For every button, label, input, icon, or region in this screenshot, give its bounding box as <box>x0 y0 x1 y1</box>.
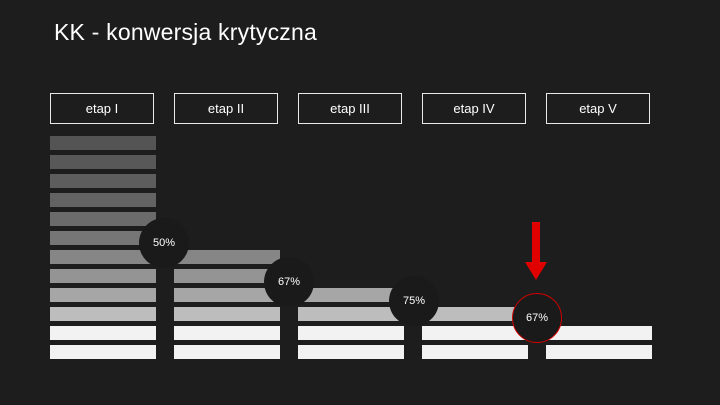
funnel-bar-stage-1-level-7 <box>50 231 156 245</box>
funnel-bar-stage-2-level-2 <box>174 326 280 340</box>
stage-box-3: etap III <box>298 93 402 124</box>
funnel-bar-stage-1-level-5 <box>50 269 156 283</box>
funnel-bar-stage-1-level-1 <box>50 345 156 359</box>
funnel-bar-stage-3-level-2 <box>298 326 404 340</box>
stage-box-2: etap II <box>174 93 278 124</box>
funnel-bar-stage-1-level-8 <box>50 212 156 226</box>
funnel-bar-stage-1-level-12 <box>50 136 156 150</box>
funnel-bar-stage-1-level-4 <box>50 288 156 302</box>
funnel-bar-stage-4-level-3 <box>422 307 528 321</box>
slide-title: KK - konwersja krytyczna <box>54 19 317 45</box>
funnel-bar-stage-1-level-11 <box>50 155 156 169</box>
funnel-bar-stage-1-level-2 <box>50 326 156 340</box>
funnel-bar-stage-4-level-2 <box>422 326 528 340</box>
red-down-arrow-icon <box>525 222 547 280</box>
conversion-rate-2: 67% <box>264 257 314 307</box>
funnel-bar-stage-1-level-3 <box>50 307 156 321</box>
conversion-rate-1: 50% <box>139 218 189 268</box>
funnel-bar-stage-3-level-4 <box>298 288 404 302</box>
stage-box-4: etap IV <box>422 93 526 124</box>
funnel-bar-stage-5-level-2 <box>546 326 652 340</box>
funnel-bar-stage-2-level-1 <box>174 345 280 359</box>
funnel-bar-stage-1-level-9 <box>50 193 156 207</box>
funnel-bar-stage-4-level-1 <box>422 345 528 359</box>
funnel-bar-stage-2-level-3 <box>174 307 280 321</box>
stage-box-5: etap V <box>546 93 650 124</box>
conversion-rate-3: 75% <box>389 276 439 326</box>
funnel-bar-stage-3-level-1 <box>298 345 404 359</box>
funnel-bar-stage-5-level-1 <box>546 345 652 359</box>
funnel-bar-stage-1-level-6 <box>50 250 156 264</box>
funnel-bar-stage-2-level-4 <box>174 288 280 302</box>
stage-box-1: etap I <box>50 93 154 124</box>
funnel-bar-stage-2-level-6 <box>174 250 280 264</box>
funnel-bar-stage-1-level-10 <box>50 174 156 188</box>
conversion-rate-4-critical: 67% <box>512 293 562 343</box>
funnel-bar-stage-3-level-3 <box>298 307 404 321</box>
funnel-bar-stage-2-level-5 <box>174 269 280 283</box>
